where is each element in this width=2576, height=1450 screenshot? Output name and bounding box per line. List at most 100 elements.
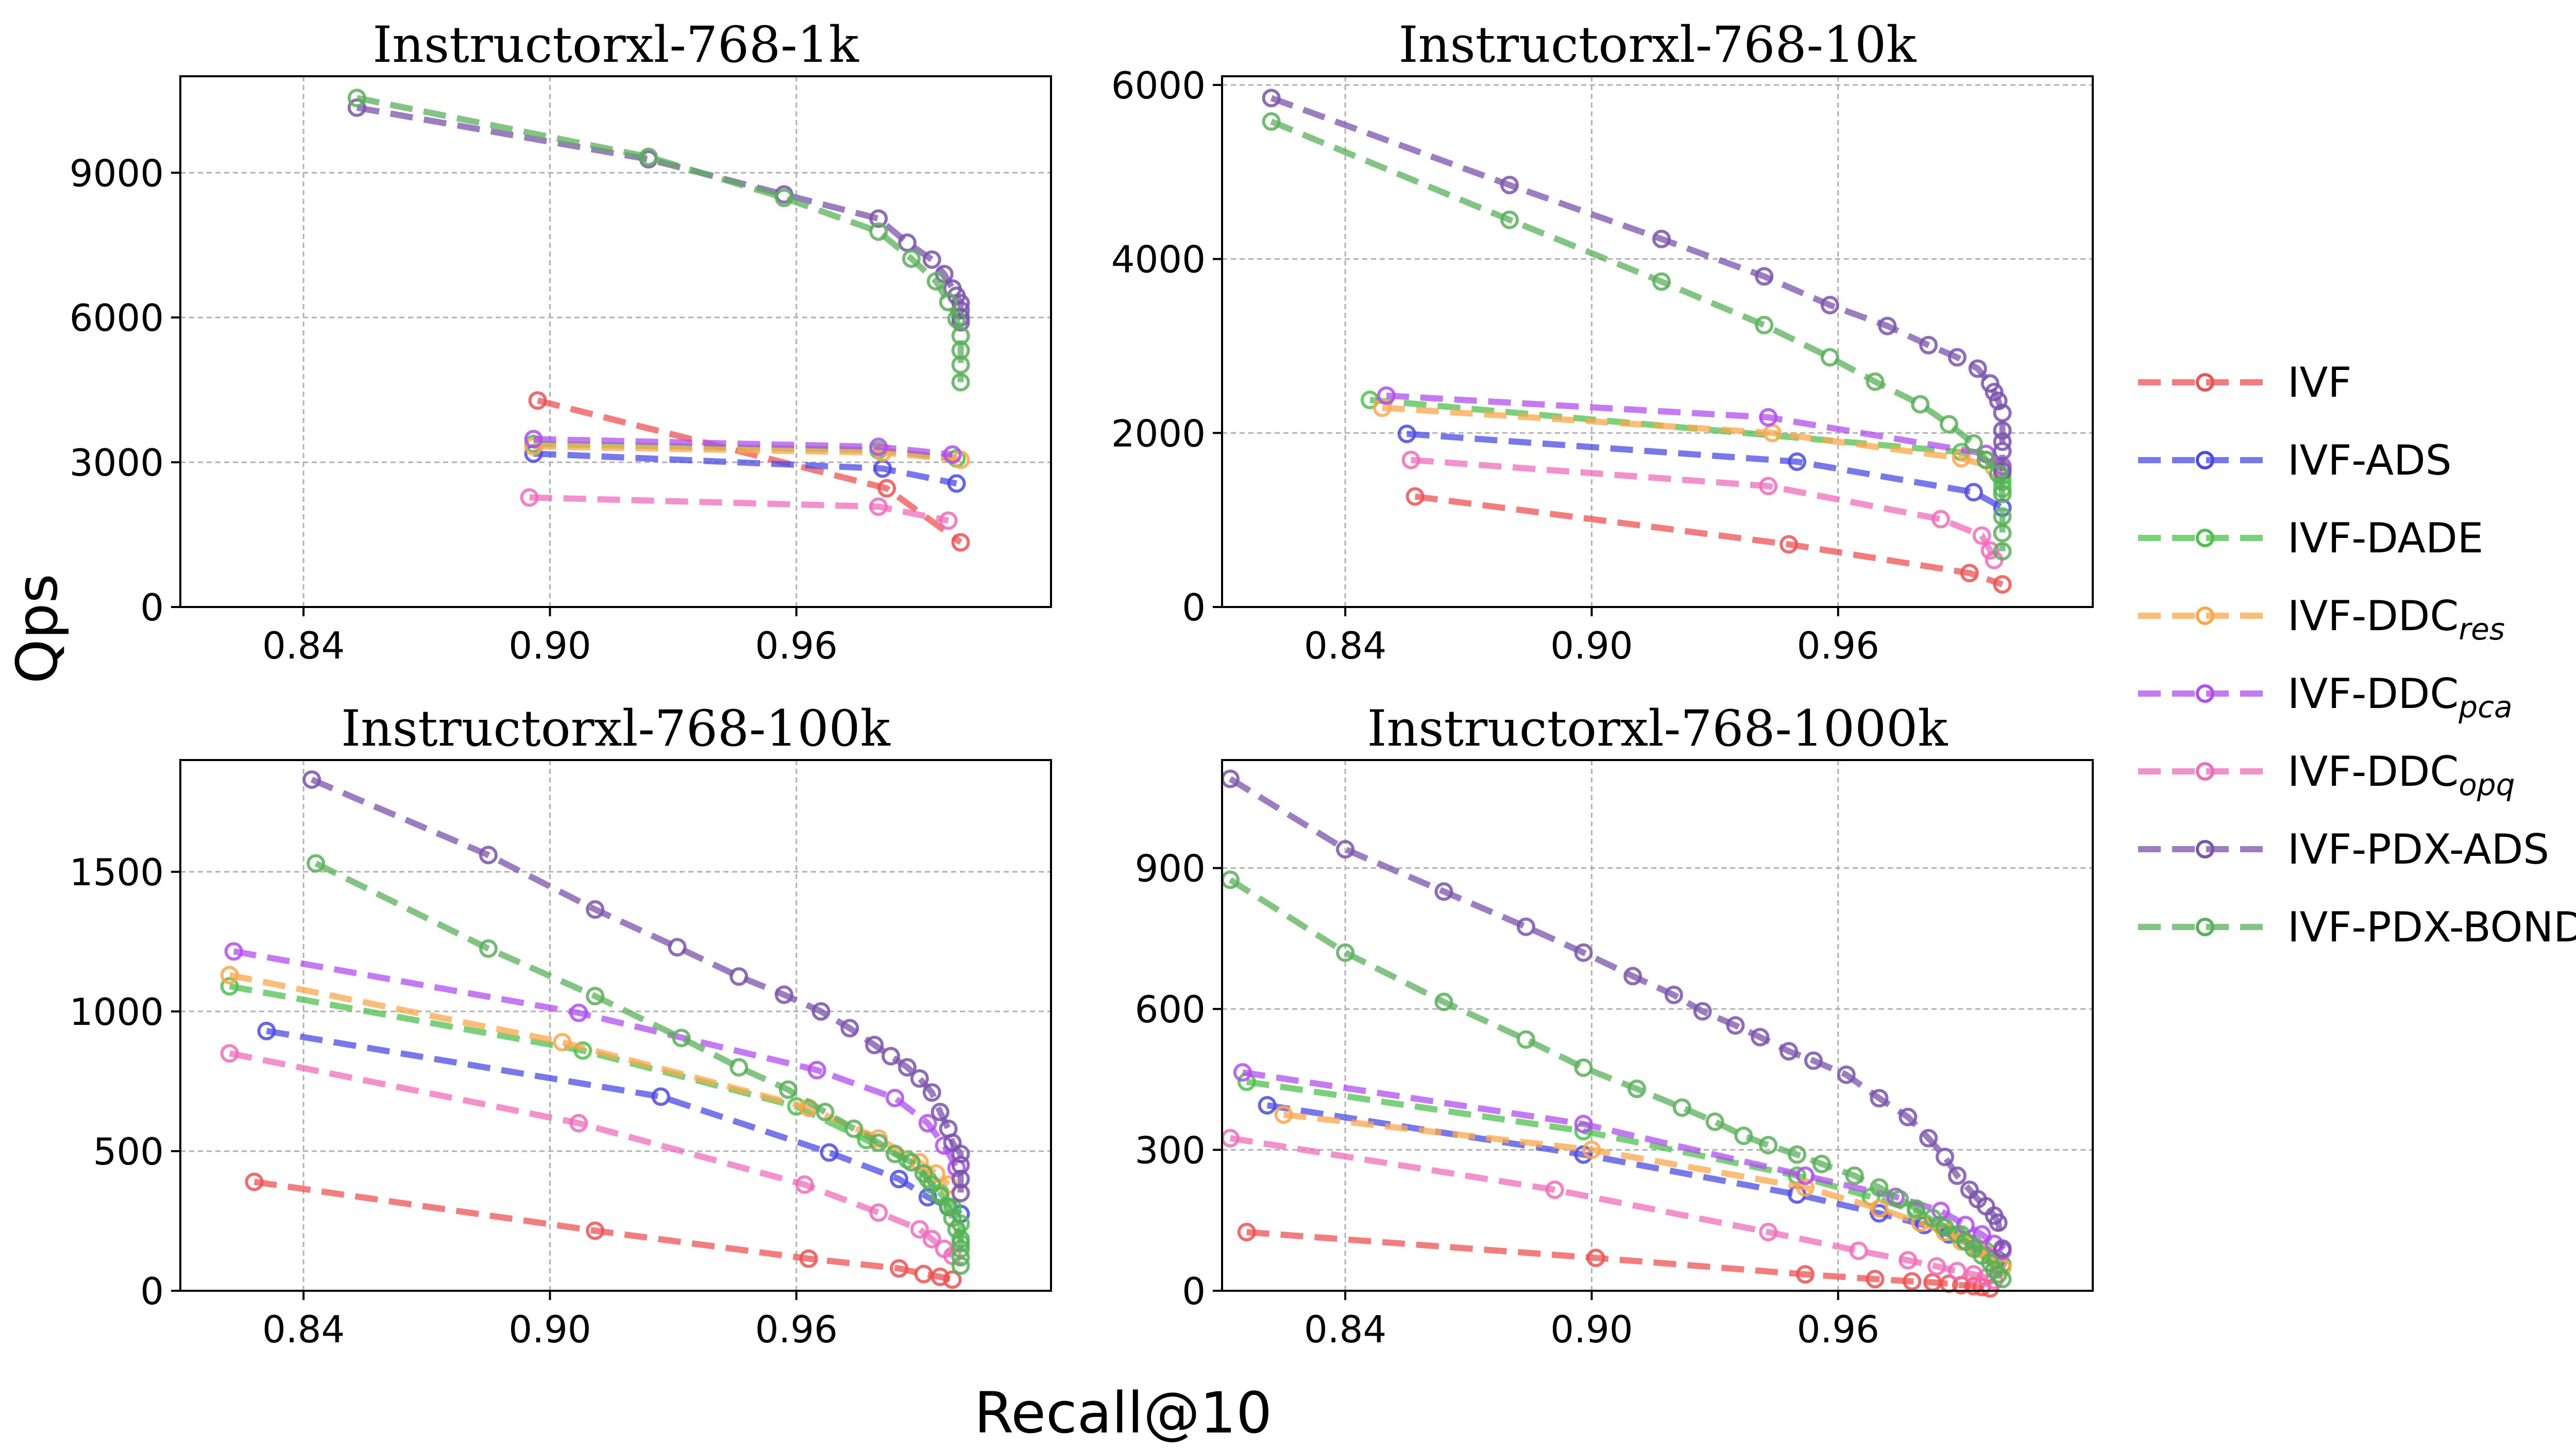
data-point [1759,1136,1778,1155]
plot-frame [1221,75,2094,608]
series-ivf-pdx-ads [1221,769,2012,1258]
data-point [947,474,966,493]
x-tick-label: 0.84 [1304,624,1386,667]
data-point [1336,840,1355,859]
data-point [1397,424,1416,443]
plot-frame [1221,759,2094,1292]
data-point [1985,382,2004,401]
data-point [307,854,326,873]
data-point [869,222,888,241]
data-point [1899,1107,1918,1126]
series-line [1266,1102,2005,1267]
series-line [533,450,957,487]
data-point [1960,564,1979,583]
data-point [943,445,962,464]
data-point [1993,524,2012,543]
series-line [533,443,961,463]
data-point [1931,510,1951,529]
data-point [302,770,321,789]
data-point [1993,442,2012,461]
data-point [1664,985,1683,1004]
data-point [1972,526,1991,545]
data-point [926,272,945,291]
x-tick-label: 0.90 [1550,1308,1633,1351]
series-line [529,494,949,524]
series-line [1242,1069,2005,1254]
legend-entry: IVF-ADS [2138,436,2452,484]
data-point [1336,943,1355,962]
data-point [943,1209,962,1228]
data-point [524,430,543,449]
data-point [1870,1089,1889,1108]
data-point [224,942,243,961]
data-point [1705,1112,1724,1131]
series-ivf [528,391,970,552]
data-point [1903,1272,1922,1291]
y-tick-label: 600 [1135,988,1206,1031]
series-line [1414,493,2004,587]
data-point [1993,575,2012,594]
data-point [1516,1030,1535,1049]
data-point [1939,415,1958,434]
data-point [1652,229,1671,248]
data-point [1788,1145,1807,1164]
series-ivf-dade [220,977,970,1253]
y-tick-label: 0 [140,586,164,629]
data-point [1795,1166,1815,1185]
legend-marker [2196,684,2214,703]
series-line [356,95,964,382]
x-tick-label: 0.96 [755,1308,838,1351]
data-point [1980,374,1999,393]
data-point [520,488,539,507]
data-point [1262,112,1281,131]
plot-frame [179,75,1052,608]
x-tick-label: 0.84 [1304,1308,1386,1351]
subplot-title: Instructorxl-768-100k [341,700,891,757]
data-point [840,1019,859,1038]
data-point [1788,452,1807,471]
data-point [1574,1115,1593,1134]
data-point [844,1119,863,1138]
series-ivf-pdx-ads [302,770,970,1203]
data-point [1672,1098,1691,1117]
data-point [1237,1223,1256,1242]
data-point [1849,1241,1868,1260]
data-point [1500,176,1519,195]
x-tick-label: 0.90 [509,1308,591,1351]
data-point [1870,1178,1889,1197]
data-point [1899,1251,1918,1270]
data-point [947,309,966,328]
data-point [1795,1265,1815,1284]
data-point [820,1143,839,1162]
series-ivf-ddc-opq [1401,450,2004,569]
data-point [1989,1213,2008,1232]
x-axis-label: Recall@10 [974,1380,1272,1446]
data-point [897,1058,917,1077]
legend-entry: IVF-DADE [2138,514,2483,562]
data-point [479,846,498,865]
series-line [229,983,964,1243]
data-point [347,89,366,108]
data-point [1866,372,1885,391]
data-point [1582,1140,1601,1159]
subplot-title: Instructorxl-768-1000k [1367,700,1948,757]
data-point [1586,1249,1605,1268]
data-point [1837,1065,1856,1084]
data-point [553,1033,572,1052]
series-line [229,1050,955,1258]
data-point [730,1058,749,1077]
data-point [1947,1261,1967,1280]
data-point [918,1114,937,1133]
data-point [668,938,687,957]
data-point [1628,1080,1647,1099]
data-point [1907,1199,1926,1218]
y-tick-label: 3000 [70,441,164,484]
subplot-title: Instructorxl-768-1k [372,16,859,74]
series-ivf [245,1172,962,1289]
data-point [951,1144,970,1164]
data-point [922,250,941,269]
series-line [1228,776,2006,1249]
y-tick-label: 500 [93,1130,164,1173]
data-point [1976,450,1995,469]
data-point [890,1170,909,1189]
